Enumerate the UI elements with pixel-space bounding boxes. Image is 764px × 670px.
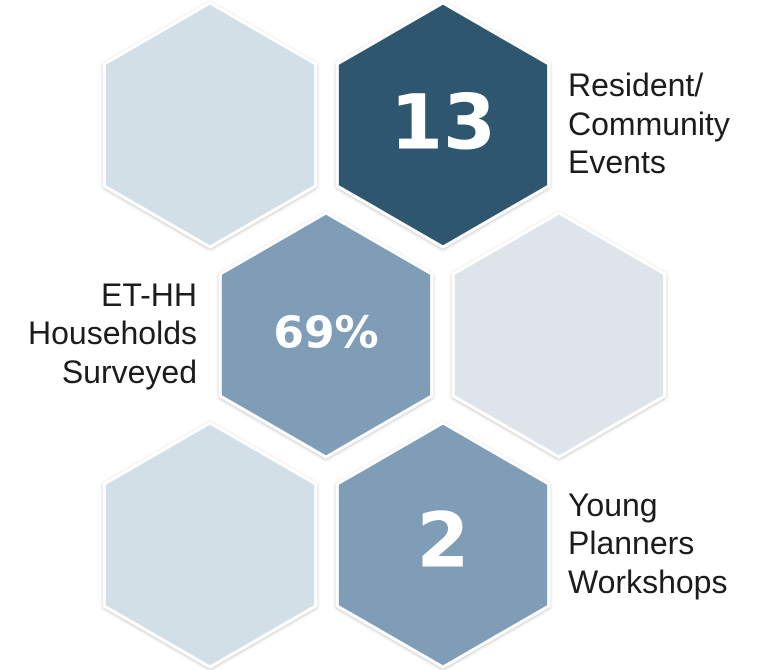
hexagon (451, 211, 667, 459)
stat-label: Planners (568, 525, 694, 561)
hexagons (102, 1, 667, 669)
stat-label: Events (568, 144, 666, 180)
stat-label: Resident/ (568, 67, 703, 103)
stat-value: 69% (273, 308, 378, 359)
stat-label: Households (28, 315, 197, 351)
hexagon (102, 1, 318, 249)
hexagon (335, 421, 551, 669)
stat-label: Community (568, 106, 730, 142)
hexagon (218, 211, 434, 459)
stat-label: Young (568, 487, 658, 523)
stat-label: ET-HH (101, 277, 197, 313)
hexagon (102, 421, 318, 669)
stat-value: 13 (390, 78, 496, 167)
stat-label: Workshops (568, 564, 727, 600)
stat-value: 2 (417, 496, 470, 585)
hexagon (335, 1, 551, 249)
stat-label: Surveyed (62, 354, 197, 390)
